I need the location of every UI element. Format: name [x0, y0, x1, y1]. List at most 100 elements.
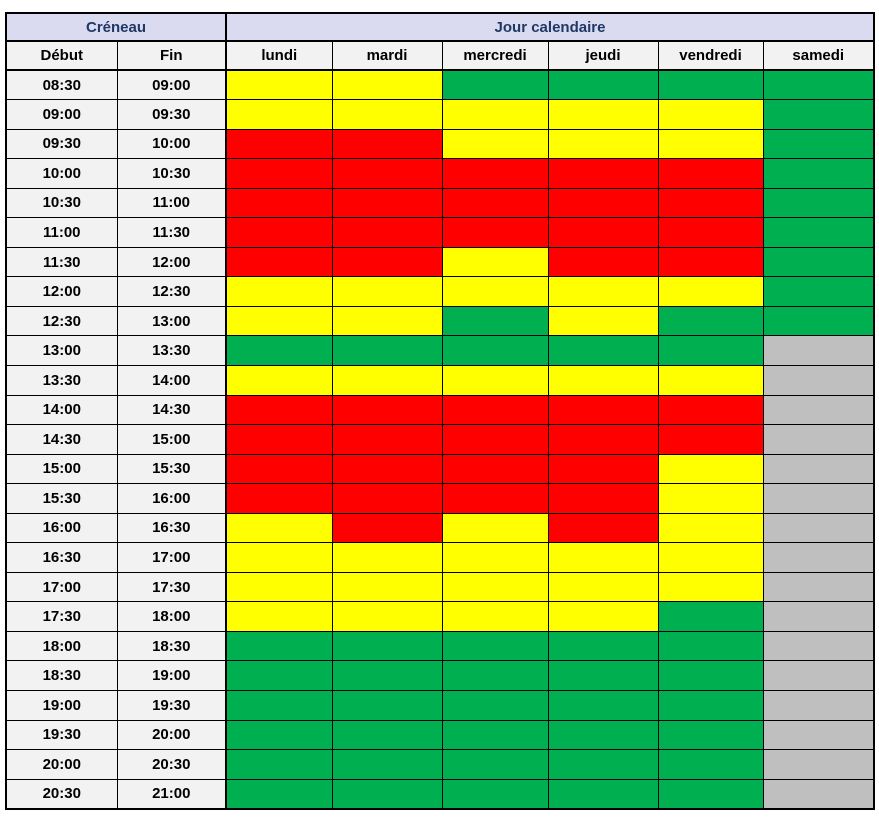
availability-cell-mercredi-1030 [441, 187, 549, 219]
availability-cell-vendredi-1400 [657, 394, 764, 426]
availability-cell-jeudi-1200 [547, 276, 659, 307]
slot-end-time: 17:00 [116, 542, 227, 573]
availability-cell-mercredi-1930 [441, 719, 549, 751]
availability-cell-jeudi-2030 [547, 778, 659, 810]
slot-start-time: 19:00 [5, 689, 118, 721]
availability-cell-lundi-1430 [225, 424, 333, 455]
availability-cell-samedi-0930 [762, 128, 875, 160]
availability-cell-jeudi-1930 [547, 719, 659, 751]
slot-end-time: 19:30 [116, 689, 227, 721]
availability-cell-mardi-1930 [331, 719, 443, 751]
slot-end-time: 12:30 [116, 276, 227, 307]
schedule-table: Créneau Jour calendaire Début Fin lundi m… [5, 12, 875, 810]
availability-cell-mardi-1100 [331, 217, 443, 248]
slot-row-1200: 12:00 12:30 [5, 276, 875, 307]
availability-cell-mercredi-1900 [441, 689, 549, 721]
availability-cell-vendredi-1500 [657, 453, 764, 485]
availability-cell-lundi-1700 [225, 571, 333, 603]
slot-end-time: 21:00 [116, 778, 227, 810]
availability-cell-vendredi-1430 [657, 424, 764, 455]
slot-end-time: 16:00 [116, 483, 227, 514]
availability-cell-jeudi-0930 [547, 128, 659, 160]
availability-cell-mardi-1130 [331, 246, 443, 278]
slot-end-time: 16:30 [116, 512, 227, 544]
slot-end-time: 14:30 [116, 394, 227, 426]
availability-cell-lundi-1900 [225, 689, 333, 721]
availability-cell-vendredi-1930 [657, 719, 764, 751]
availability-cell-samedi-1300 [762, 335, 875, 366]
availability-cell-vendredi-0900 [657, 99, 764, 130]
slot-end-time: 09:30 [116, 99, 227, 130]
slot-row-1830: 18:30 19:00 [5, 660, 875, 691]
availability-cell-vendredi-0930 [657, 128, 764, 160]
column-header-samedi: samedi [762, 40, 875, 71]
slot-start-time: 13:00 [5, 335, 118, 366]
slot-end-time: 10:30 [116, 158, 227, 189]
availability-cell-samedi-1530 [762, 483, 875, 514]
slot-end-time: 17:30 [116, 571, 227, 603]
availability-cell-vendredi-1700 [657, 571, 764, 603]
slot-start-time: 17:00 [5, 571, 118, 603]
slot-start-time: 14:30 [5, 424, 118, 455]
slot-row-1330: 13:30 14:00 [5, 364, 875, 396]
column-header-mercredi: mercredi [441, 40, 549, 71]
slot-end-time: 15:30 [116, 453, 227, 485]
slot-row-1700: 17:00 17:30 [5, 571, 875, 603]
availability-cell-lundi-1030 [225, 187, 333, 219]
availability-cell-mardi-2030 [331, 778, 443, 810]
availability-cell-jeudi-1300 [547, 335, 659, 366]
availability-cell-jeudi-0830 [547, 69, 659, 101]
availability-cell-mardi-1500 [331, 453, 443, 485]
availability-cell-lundi-1100 [225, 217, 333, 248]
availability-cell-jeudi-1500 [547, 453, 659, 485]
availability-cell-mercredi-1600 [441, 512, 549, 544]
availability-cell-samedi-1100 [762, 217, 875, 248]
availability-cell-vendredi-1330 [657, 364, 764, 396]
schedule-heatmap-page: Créneau Jour calendaire Début Fin lundi m… [0, 12, 879, 832]
slot-end-time: 13:00 [116, 305, 227, 337]
availability-cell-samedi-1930 [762, 719, 875, 751]
creneau-group-header: Créneau [5, 12, 227, 42]
availability-cell-vendredi-1800 [657, 630, 764, 662]
availability-cell-mardi-1700 [331, 571, 443, 603]
availability-cell-vendredi-2000 [657, 749, 764, 780]
availability-cell-samedi-2000 [762, 749, 875, 780]
slot-row-1930: 19:30 20:00 [5, 719, 875, 751]
column-header-lundi: lundi [225, 40, 333, 71]
slot-start-time: 14:00 [5, 394, 118, 426]
availability-cell-vendredi-0830 [657, 69, 764, 101]
availability-cell-mercredi-1730 [441, 601, 549, 632]
availability-cell-mardi-1300 [331, 335, 443, 366]
slot-end-time: 14:00 [116, 364, 227, 396]
availability-cell-mercredi-1130 [441, 246, 549, 278]
availability-cell-mercredi-1400 [441, 394, 549, 426]
availability-cell-mardi-1730 [331, 601, 443, 632]
availability-cell-vendredi-1600 [657, 512, 764, 544]
availability-cell-vendredi-1130 [657, 246, 764, 278]
slot-row-0830: 08:30 09:00 [5, 69, 875, 101]
availability-cell-mercredi-1330 [441, 364, 549, 396]
availability-cell-jeudi-1000 [547, 158, 659, 189]
availability-cell-lundi-1600 [225, 512, 333, 544]
availability-cell-vendredi-1630 [657, 542, 764, 573]
availability-cell-jeudi-1330 [547, 364, 659, 396]
availability-cell-mercredi-1700 [441, 571, 549, 603]
column-header-vendredi: vendredi [657, 40, 764, 71]
slot-start-time: 15:30 [5, 483, 118, 514]
slot-row-1530: 15:30 16:00 [5, 483, 875, 514]
slot-row-1300: 13:00 13:30 [5, 335, 875, 366]
slot-start-time: 16:30 [5, 542, 118, 573]
availability-cell-mercredi-1230 [441, 305, 549, 337]
slot-row-1800: 18:00 18:30 [5, 630, 875, 662]
availability-cell-jeudi-1530 [547, 483, 659, 514]
availability-cell-mercredi-2030 [441, 778, 549, 810]
availability-cell-samedi-1630 [762, 542, 875, 573]
slot-row-1230: 12:30 13:00 [5, 305, 875, 337]
slot-start-time: 08:30 [5, 69, 118, 101]
availability-cell-mardi-1830 [331, 660, 443, 691]
availability-cell-lundi-1530 [225, 483, 333, 514]
slot-start-time: 11:30 [5, 246, 118, 278]
availability-cell-vendredi-1200 [657, 276, 764, 307]
availability-cell-mercredi-1300 [441, 335, 549, 366]
availability-cell-jeudi-1800 [547, 630, 659, 662]
